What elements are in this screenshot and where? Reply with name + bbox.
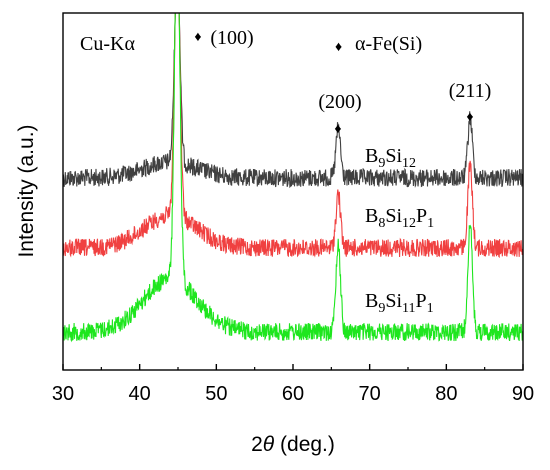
series-label: B9Si11P1 bbox=[365, 290, 434, 316]
x-axis-label: 2θ (deg.) bbox=[251, 433, 335, 456]
x-tick-label: 30 bbox=[52, 383, 74, 405]
x-tick-label: 60 bbox=[282, 383, 304, 405]
y-axis-label: Intensity (a.u.) bbox=[15, 124, 38, 257]
legend-marker: ♦ bbox=[335, 40, 342, 55]
legend-label: α-Fe(Si) bbox=[355, 33, 422, 55]
peak-label: (211) bbox=[449, 80, 492, 102]
series-layer bbox=[63, 13, 523, 343]
series-line bbox=[63, 13, 523, 343]
series-line bbox=[63, 13, 523, 259]
peak-marker: ♦ bbox=[466, 110, 473, 125]
x-tick-label: 50 bbox=[205, 383, 227, 405]
annotations: ♦ (100) ♦ (200) ♦ (211) B9Si12 B8Si12P1 B9Si11P1 bbox=[194, 27, 491, 316]
peak-label: (200) bbox=[318, 91, 361, 113]
series-label: B9Si12 bbox=[365, 145, 416, 171]
plot-frame bbox=[62, 12, 524, 371]
peak-marker: ♦ bbox=[194, 30, 201, 45]
peak-marker: ♦ bbox=[334, 122, 341, 137]
x-tick-label: 40 bbox=[129, 383, 151, 405]
x-tick-label: 90 bbox=[512, 383, 534, 405]
series-label: B8Si12P1 bbox=[365, 205, 434, 231]
series-line bbox=[63, 13, 523, 189]
peak-label: (100) bbox=[210, 27, 253, 49]
x-tick-label: 70 bbox=[359, 383, 381, 405]
legend: ♦ α-Fe(Si) bbox=[335, 33, 422, 55]
x-tick-label: 80 bbox=[435, 383, 457, 405]
x-axis-ticks: 30 40 50 60 70 80 90 bbox=[52, 364, 534, 405]
source-label: Cu-Kα bbox=[80, 33, 135, 55]
